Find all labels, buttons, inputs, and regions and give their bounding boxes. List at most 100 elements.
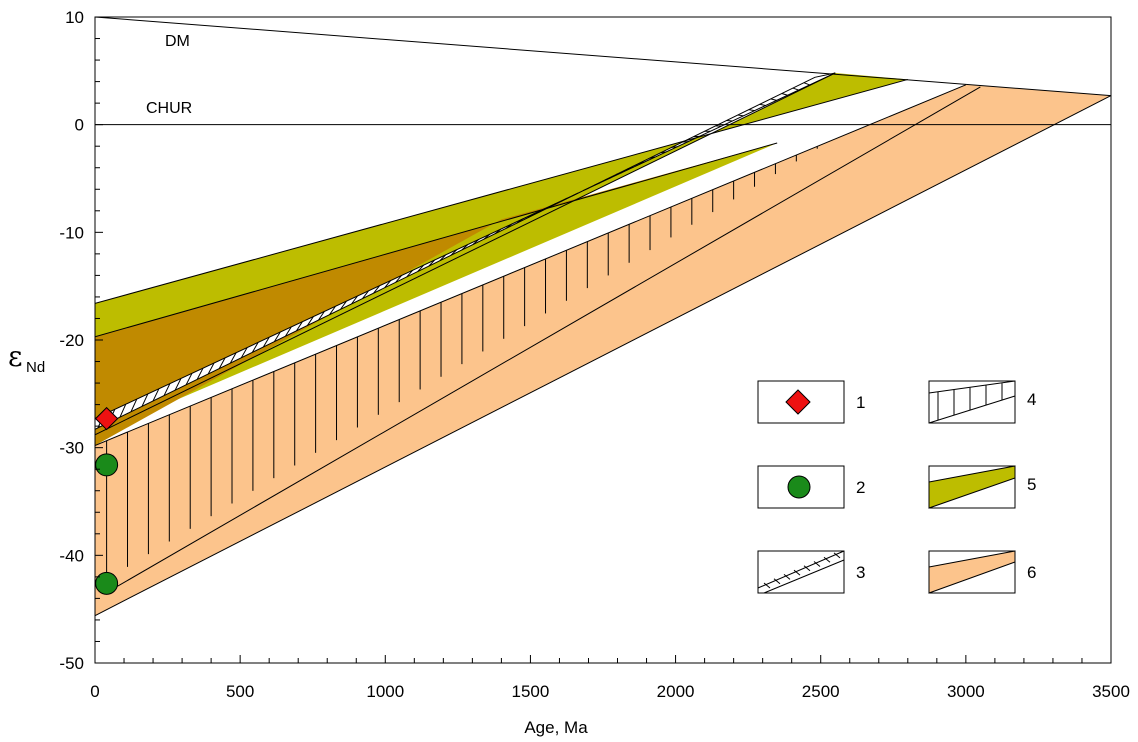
hatch-line	[163, 383, 171, 396]
hatch-line	[262, 337, 270, 348]
sample-marker-circle	[95, 453, 119, 477]
legend-hatch-edge	[757, 550, 845, 589]
legend-label-2: 2	[856, 478, 865, 497]
reference-line-dm	[95, 17, 1111, 97]
hatch-line	[340, 300, 347, 310]
band-5-lower-area	[95, 142, 778, 435]
hatch-line	[627, 166, 634, 170]
sample-markers	[95, 406, 119, 595]
axis-tick-labels: 0 500 1000 1500 2000 2500 3000 3500 10 0 -10 -20 -30…	[59, 8, 1129, 701]
x-tick-label: 3500	[1092, 682, 1130, 701]
legend-diamond-icon	[785, 389, 811, 415]
hatch-line	[362, 290, 369, 299]
hatch-line	[152, 388, 160, 402]
plot-area	[95, 17, 1111, 617]
legend-item-4: 4	[928, 380, 1036, 424]
legend-hatch-line	[763, 582, 771, 589]
hatch-line	[770, 98, 777, 101]
y-axis-subscript: Nd	[26, 359, 45, 376]
x-tick-label: 1500	[512, 682, 550, 701]
legend-vertical-hatch-icon	[928, 380, 1016, 424]
hatch-line	[792, 87, 799, 91]
legend-olive-band-icon	[928, 465, 1016, 509]
hatch-line	[428, 259, 435, 267]
legend-label-4: 4	[1027, 390, 1036, 409]
hatch-line	[229, 352, 237, 364]
hatch-line	[803, 82, 810, 86]
x-tick-label: 2500	[802, 682, 840, 701]
legend-hatch-line	[803, 565, 811, 572]
legend-circle-icon	[787, 475, 811, 499]
hatch-line	[207, 362, 215, 375]
hatch-line	[461, 244, 469, 251]
hatch-line	[318, 311, 325, 321]
hatch-line	[141, 393, 149, 407]
band-6-upper-edge	[95, 84, 967, 446]
hatch-line	[373, 285, 380, 294]
sample-marker-circle	[95, 571, 119, 595]
hatch-line	[174, 378, 182, 391]
hatch-line	[119, 404, 127, 418]
legend-hatch-line	[783, 574, 791, 580]
y-tick-label: 10	[65, 8, 84, 27]
hatch-line	[329, 306, 336, 315]
hatch-line	[505, 223, 513, 229]
legend-diagonal-hatch-icon	[757, 550, 845, 594]
hatch-line	[583, 187, 590, 192]
legend-hatch-line	[813, 561, 821, 567]
legend-label-1: 1	[856, 393, 865, 412]
hatch-line	[384, 280, 391, 289]
legend-box-4	[928, 380, 1016, 424]
legend-item-1: 1	[757, 380, 865, 424]
legend-label-5: 5	[1027, 475, 1036, 494]
legend-hatch-edge	[928, 380, 1016, 394]
hatch-line	[671, 146, 678, 148]
hatch-line	[638, 161, 645, 165]
hatch-line	[450, 249, 458, 256]
hatch-line	[196, 367, 204, 380]
hatch-line	[307, 316, 314, 326]
hatch-line	[781, 92, 788, 96]
band-6-lower-edge	[95, 95, 1111, 617]
legend: 1 2 3 4 5 6	[757, 380, 1036, 594]
hatch-line	[483, 233, 491, 240]
hatch-line	[737, 114, 744, 117]
hatch-line	[726, 119, 733, 122]
legend-label-3: 3	[856, 563, 865, 582]
legend-item-6: 6	[928, 550, 1036, 594]
hatch-line	[351, 295, 358, 305]
y-axis-title: ε Nd	[8, 340, 45, 376]
hatch-line	[130, 398, 138, 412]
y-tick-label: -50	[59, 654, 84, 673]
legend-box-3	[757, 550, 845, 594]
hatch-line	[240, 347, 248, 359]
hatch-line	[417, 264, 424, 272]
hatch-line	[527, 213, 535, 218]
hatch-line	[494, 228, 502, 235]
y-tick-label: -30	[59, 439, 84, 458]
hatch-line	[439, 254, 447, 262]
x-tick-label: 2000	[657, 682, 695, 701]
hatch-line	[616, 171, 623, 175]
x-tick-label: 0	[90, 682, 99, 701]
hatch-line	[516, 218, 524, 224]
legend-item-5: 5	[928, 465, 1036, 509]
x-axis-title: Age, Ma	[524, 718, 588, 737]
dm-label: DM	[165, 33, 190, 50]
legend-item-3: 3	[757, 550, 865, 594]
hatch-line	[395, 275, 402, 283]
x-tick-label: 1000	[366, 682, 404, 701]
hatch-line	[748, 109, 755, 112]
hatch-line	[185, 373, 193, 386]
x-tick-label: 500	[226, 682, 254, 701]
legend-hatch-line	[793, 569, 801, 576]
legend-hatch-edge	[763, 559, 845, 594]
y-tick-label: 0	[75, 116, 84, 135]
legend-hatch-line	[773, 578, 781, 585]
hatch-line	[560, 197, 568, 202]
hatch-line	[759, 103, 766, 107]
band-5-inner-edge	[95, 142, 778, 338]
hatch-band-4	[106, 86, 981, 592]
y-axis-epsilon: ε	[8, 340, 23, 373]
